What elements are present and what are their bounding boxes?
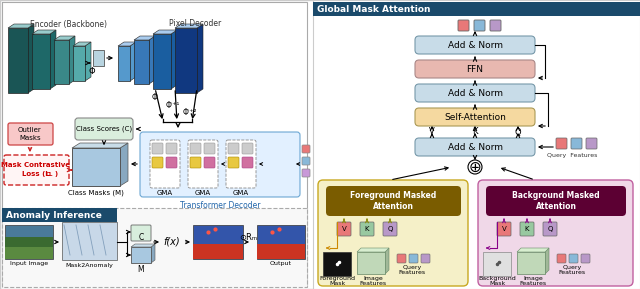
Text: GMA: GMA <box>233 190 249 196</box>
FancyBboxPatch shape <box>75 118 133 140</box>
Text: K: K <box>525 226 529 232</box>
Text: Image
Features: Image Features <box>520 276 547 286</box>
FancyBboxPatch shape <box>415 84 535 102</box>
Polygon shape <box>175 24 203 28</box>
FancyBboxPatch shape <box>337 222 351 236</box>
Polygon shape <box>72 143 128 148</box>
Text: M: M <box>138 266 144 275</box>
Text: K: K <box>365 226 369 232</box>
FancyBboxPatch shape <box>4 155 69 185</box>
Text: Class Masks (M): Class Masks (M) <box>68 190 124 196</box>
FancyBboxPatch shape <box>2 208 307 287</box>
FancyBboxPatch shape <box>242 143 253 154</box>
FancyBboxPatch shape <box>93 50 104 66</box>
Polygon shape <box>50 30 56 89</box>
FancyBboxPatch shape <box>5 225 53 259</box>
Text: Self-Attention: Self-Attention <box>444 112 506 121</box>
Text: Encoder (Backbone): Encoder (Backbone) <box>29 19 106 29</box>
FancyBboxPatch shape <box>54 40 69 84</box>
FancyBboxPatch shape <box>190 143 201 154</box>
FancyBboxPatch shape <box>557 254 566 263</box>
Polygon shape <box>130 42 136 81</box>
FancyBboxPatch shape <box>323 252 351 276</box>
FancyBboxPatch shape <box>357 252 385 274</box>
FancyBboxPatch shape <box>383 222 397 236</box>
FancyBboxPatch shape <box>193 244 243 259</box>
FancyBboxPatch shape <box>134 40 149 84</box>
Text: Q: Q <box>515 127 522 136</box>
Text: Background
Mask: Background Mask <box>478 276 516 286</box>
Text: Add & Norm: Add & Norm <box>447 88 502 97</box>
Text: FFN: FFN <box>467 64 483 73</box>
Polygon shape <box>517 248 549 252</box>
FancyBboxPatch shape <box>131 247 151 263</box>
Polygon shape <box>385 248 389 274</box>
FancyBboxPatch shape <box>415 138 535 156</box>
FancyBboxPatch shape <box>313 0 640 289</box>
FancyBboxPatch shape <box>72 148 120 186</box>
FancyBboxPatch shape <box>421 254 430 263</box>
Polygon shape <box>54 36 75 40</box>
Text: Φⁱ: Φⁱ <box>152 93 159 102</box>
FancyBboxPatch shape <box>318 180 468 286</box>
FancyBboxPatch shape <box>32 34 50 89</box>
FancyBboxPatch shape <box>5 247 53 259</box>
Text: CL: CL <box>46 172 54 177</box>
Text: Query
Features: Query Features <box>399 265 426 275</box>
Text: Image
Features: Image Features <box>360 276 387 286</box>
Text: Class Scores (C): Class Scores (C) <box>76 126 132 132</box>
Polygon shape <box>153 30 177 34</box>
Text: V: V <box>502 226 506 232</box>
FancyBboxPatch shape <box>152 157 163 168</box>
FancyBboxPatch shape <box>242 157 253 168</box>
FancyBboxPatch shape <box>415 36 535 54</box>
FancyBboxPatch shape <box>409 254 418 263</box>
FancyBboxPatch shape <box>193 225 243 259</box>
Polygon shape <box>149 36 155 84</box>
Text: Φⁱ⁺¹: Φⁱ⁺¹ <box>166 101 180 110</box>
FancyBboxPatch shape <box>458 20 469 31</box>
FancyBboxPatch shape <box>175 28 197 93</box>
Polygon shape <box>8 24 34 28</box>
Polygon shape <box>73 42 91 46</box>
Text: Mask2Anomaly: Mask2Anomaly <box>65 262 113 268</box>
FancyBboxPatch shape <box>166 143 177 154</box>
FancyBboxPatch shape <box>257 225 305 259</box>
Text: ): ) <box>54 171 58 177</box>
Polygon shape <box>69 36 75 84</box>
FancyBboxPatch shape <box>188 140 218 188</box>
Text: Foreground Masked
Attention: Foreground Masked Attention <box>350 191 436 211</box>
Text: Outlier
Masks: Outlier Masks <box>18 127 42 140</box>
Text: Add & Norm: Add & Norm <box>447 142 502 151</box>
FancyBboxPatch shape <box>8 28 28 93</box>
FancyBboxPatch shape <box>204 157 215 168</box>
FancyBboxPatch shape <box>8 123 53 145</box>
Text: Transformer Decoder: Transformer Decoder <box>180 201 260 210</box>
Text: f(x): f(x) <box>164 237 180 247</box>
FancyBboxPatch shape <box>483 252 511 276</box>
Text: Mask Contrastive: Mask Contrastive <box>1 162 70 168</box>
FancyBboxPatch shape <box>497 222 511 236</box>
FancyBboxPatch shape <box>2 2 307 16</box>
Text: GMA: GMA <box>157 190 173 196</box>
FancyBboxPatch shape <box>490 20 501 31</box>
FancyBboxPatch shape <box>478 180 633 286</box>
FancyBboxPatch shape <box>73 46 85 81</box>
Text: Foreground
Mask: Foreground Mask <box>319 276 355 286</box>
FancyBboxPatch shape <box>517 252 545 274</box>
FancyBboxPatch shape <box>569 254 578 263</box>
FancyBboxPatch shape <box>257 244 305 259</box>
Text: Query
Features: Query Features <box>559 265 586 275</box>
Text: V: V <box>429 127 435 136</box>
Polygon shape <box>32 30 56 34</box>
Text: Φⁱ⁺²: Φⁱ⁺² <box>183 108 198 117</box>
Polygon shape <box>131 244 155 247</box>
Text: GMA: GMA <box>195 190 211 196</box>
FancyBboxPatch shape <box>474 20 485 31</box>
Text: V: V <box>342 226 346 232</box>
FancyBboxPatch shape <box>2 2 307 286</box>
Polygon shape <box>120 143 128 186</box>
FancyBboxPatch shape <box>150 140 180 188</box>
FancyBboxPatch shape <box>543 222 557 236</box>
